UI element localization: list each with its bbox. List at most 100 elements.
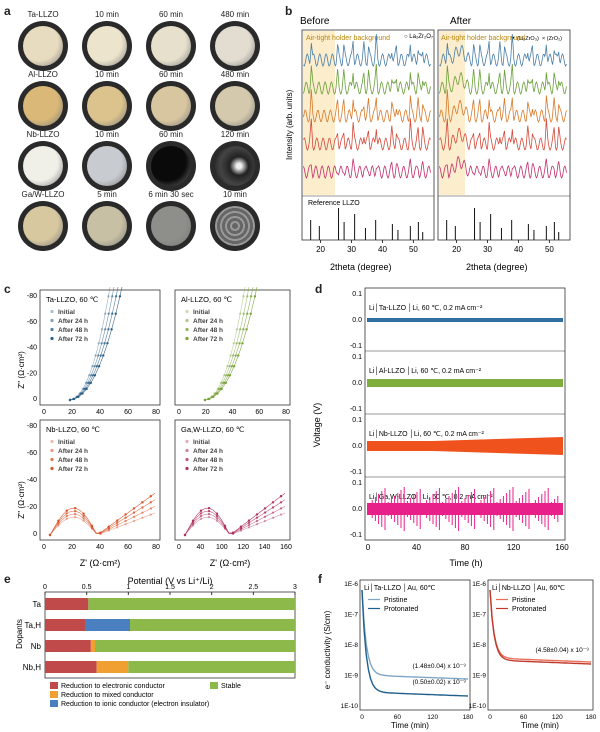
conductivity-xtick: 0 <box>488 714 492 721</box>
eis-legend-marker <box>185 439 189 444</box>
eis-xtick: 100 <box>216 544 228 551</box>
conductivity-curve <box>489 589 592 665</box>
xrd-trace <box>303 63 431 96</box>
volt-ylabel: Voltage (V) <box>312 403 322 448</box>
conductivity-ytick: 1E-9 <box>344 673 358 680</box>
xrd-trace <box>439 155 567 180</box>
voltage-ytick: -0.1 <box>350 532 362 539</box>
conductivity-ytick: 1E-6 <box>344 581 358 588</box>
eis-xtick: 0 <box>42 409 46 416</box>
after-title: After <box>450 16 472 27</box>
eis-xtick: 0 <box>177 544 181 551</box>
voltage-trace-title: Li│Ga,W-LLZO │Li, 60 ℃, 0.2 mA cm⁻² <box>369 492 493 502</box>
sample-dish <box>18 21 68 71</box>
eis-xlabel-left: Z' (Ω·cm²) <box>80 558 120 568</box>
eis-curve <box>184 506 286 536</box>
stability-bar-segment <box>45 619 85 631</box>
cond-ylabel: e⁻ conductivity (S/cm) <box>323 610 332 689</box>
conductivity-curve <box>489 589 592 663</box>
dish-label: 10 min <box>94 10 119 19</box>
voltage-trace-title: Li│Al-LLZO │Li, 60 ℃, 0.2 mA cm⁻² <box>369 366 482 376</box>
stability-legend-text: Reduction to electronic conductor <box>61 683 166 690</box>
xrd-xtick: 40 <box>378 245 387 254</box>
eis-legend-marker <box>185 466 189 471</box>
dish-label: 6 min 30 sec <box>148 190 194 199</box>
stability-xtick: 2.5 <box>248 584 258 591</box>
eis-xtick: 20 <box>68 544 76 551</box>
stability-chart: Potential (V vs Li⁺/Li) Dopants 0 0.5 1 1.5… <box>15 576 297 708</box>
eis-xtick: 60 <box>124 409 132 416</box>
xrd-trace <box>303 33 431 67</box>
eis-frame <box>39 419 161 541</box>
after-frame <box>437 29 571 241</box>
eis-ylabel-bottom: Z'' (Ω·cm²) <box>17 481 26 519</box>
sample-dish <box>82 81 132 131</box>
stability-xtick: 0.5 <box>82 584 92 591</box>
eis-legend-text: After 48 h <box>58 457 88 464</box>
eis-legend-text: Initial <box>193 439 210 446</box>
dish-label: 480 min <box>220 10 250 19</box>
eis-xtick: 120 <box>237 544 249 551</box>
sample-dish <box>146 201 196 251</box>
voltage-ytick: 0.1 <box>352 417 362 424</box>
eis-curve <box>184 499 286 536</box>
stability-bar-segment <box>88 598 295 610</box>
xrd-trace <box>303 158 431 180</box>
voltage-trace <box>367 379 563 387</box>
sample-dish <box>82 141 132 191</box>
voltage-ytick: 0.1 <box>352 354 362 361</box>
conductivity-annotation: (4.58±0.04) x 10⁻⁹ <box>535 647 589 654</box>
voltage-chart: Voltage (V) Time (h) Li│Ta-LLZO │Li, 60 … <box>312 287 569 568</box>
eis-legend-text: After 24 h <box>58 318 88 325</box>
eis-legend-text: Initial <box>58 309 75 316</box>
voltage-ytick: 0.1 <box>352 291 362 298</box>
voltage-xtick: 40 <box>412 543 421 552</box>
eis-curve <box>49 506 156 536</box>
dish-label: Al-LLZO <box>28 70 58 79</box>
eis-xtick: 40 <box>96 544 104 551</box>
conductivity-ytick: 1E-10 <box>469 703 487 710</box>
xrd-xtick: 40 <box>514 245 523 254</box>
stability-xtick: 1 <box>126 584 130 591</box>
xrd-trace <box>439 33 567 67</box>
legend-li: ▼ (Li₂ZrO₃) <box>510 36 539 42</box>
eis-legend-marker <box>185 318 189 323</box>
eis-frame <box>174 289 291 406</box>
eis-curve <box>184 512 286 536</box>
stability-bar-label: Nb,H <box>23 663 41 672</box>
sample-dish <box>18 201 68 251</box>
eis-xtick: 60 <box>124 544 132 551</box>
stability-legend-text: Stable <box>221 683 241 690</box>
dish-label: 480 min <box>220 70 250 79</box>
eis-legend-text: Initial <box>193 309 210 316</box>
eis-xtick: 80 <box>152 409 160 416</box>
xrd-ylabel: Intensity (arb. units) <box>285 89 294 160</box>
sample-dish <box>82 21 132 71</box>
eis-legend-marker <box>50 439 54 444</box>
eis-xtick: 80 <box>282 409 290 416</box>
xrd-xlabel-before: 2theta (degree) <box>330 262 392 272</box>
conductivity-frame <box>487 579 594 711</box>
conductivity-ytick: 1E-10 <box>341 703 359 710</box>
eis-ytick: 0 <box>33 396 37 403</box>
stability-legend-text: Reduction to mixed conductor <box>61 692 154 699</box>
stability-bar-label: Ta,H <box>25 621 42 630</box>
stability-bar-segment <box>95 640 295 652</box>
stability-bar-segment <box>130 619 295 631</box>
stability-bar-segment <box>45 598 89 610</box>
eis-subplot-title: Nb-LLZO, 60 ℃ <box>46 425 100 434</box>
panel-a-label: a <box>4 4 11 18</box>
conductivity-ytick: 1E-8 <box>344 642 358 649</box>
voltage-trace <box>367 318 563 322</box>
conductivity-ytick: 1E-9 <box>472 673 486 680</box>
stability-bar-label: Ta <box>33 600 42 609</box>
eis-curve <box>49 512 156 536</box>
dish-label: 10 min <box>222 190 247 199</box>
conductivity-xtick: 180 <box>586 714 597 721</box>
eis-legend-text: After 24 h <box>193 448 223 455</box>
legend-la: ○ La₂Zr₂O₇ <box>404 34 433 40</box>
before-title: Before <box>300 16 330 27</box>
voltage-ytick: 0.0 <box>352 506 362 513</box>
voltage-trace-title: Li│Ta-LLZO │Li, 60 ℃, 0.2 mA cm⁻² <box>369 303 483 313</box>
conductivity-xtick: 0 <box>360 714 364 721</box>
